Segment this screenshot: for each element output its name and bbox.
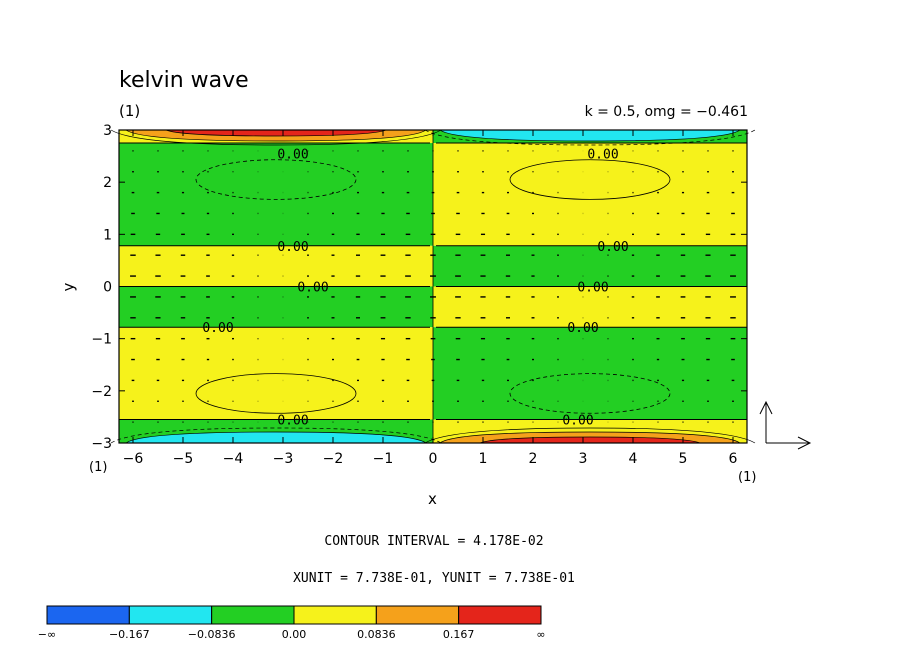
- colorbar-label-1: −0.167: [109, 628, 150, 641]
- contour-interval-text: CONTOUR INTERVAL = 4.178E-02: [324, 534, 544, 549]
- inner-contour-2: [195, 373, 357, 414]
- colorbar-label-4: 0.0836: [357, 628, 396, 641]
- x-tick-label-3: −3: [273, 451, 294, 467]
- colorbar-cell-1: [128, 605, 213, 625]
- edge-contour-3: [424, 427, 756, 444]
- y-tick-label-5: 2: [103, 175, 112, 191]
- unit-text: XUNIT = 7.738E-01, YUNIT = 7.738E-01: [293, 571, 575, 586]
- colorbar-cell-3: [293, 605, 377, 625]
- x-tick-label-11: 5: [679, 451, 688, 467]
- x-tick-label-4: −2: [323, 451, 344, 467]
- colorbar-cell-0: [46, 605, 130, 625]
- y-tick-label-1: −2: [91, 384, 112, 400]
- contour-label-9: 0.00: [562, 414, 593, 429]
- edge-peak-1-0: [438, 129, 742, 142]
- inner-contour-3: [509, 373, 671, 414]
- edge-peak-3-1: [479, 436, 701, 444]
- contour-label-7: 0.00: [567, 321, 598, 336]
- band-left-1: [119, 143, 433, 246]
- colorbar-cell-2: [211, 605, 295, 625]
- colorbar-label-0: −∞: [38, 628, 56, 641]
- contour-label-4: 0.00: [297, 281, 328, 296]
- y-tick-label-2: −1: [91, 332, 112, 348]
- colorbar-label-3: 0.00: [282, 628, 307, 641]
- chart-title: kelvin wave: [119, 68, 249, 93]
- contour-label-3: 0.00: [597, 240, 628, 255]
- edge-peak-0-1: [165, 129, 387, 137]
- x-tick-label-6: 0: [429, 451, 438, 467]
- y-tick-label-4: 1: [103, 227, 112, 243]
- y-tick-label-3: 0: [103, 280, 112, 296]
- edge-peak-2-0: [124, 431, 428, 444]
- y-tick-label-6: 3: [103, 123, 112, 139]
- colorbar-label-6: ∞: [536, 628, 545, 641]
- contour-label-5: 0.00: [577, 281, 608, 296]
- chart-subtitle: (1): [119, 102, 141, 120]
- band-right-4: [433, 327, 747, 420]
- x-tick-label-0: −6: [123, 451, 144, 467]
- x-tick-label-1: −5: [173, 451, 194, 467]
- contour-label-8: 0.00: [277, 414, 308, 429]
- contour-label-0: 0.00: [277, 147, 308, 162]
- contour-label-1: 0.00: [587, 147, 618, 162]
- band-left-2: [119, 245, 433, 287]
- band-right-1: [433, 143, 747, 246]
- colorbar-cell-5: [458, 605, 542, 625]
- ref-vector-right-head: [797, 436, 812, 450]
- colorbar-label-5: 0.167: [443, 628, 475, 641]
- x-scale-right: (1): [738, 470, 757, 485]
- x-tick-label-12: 6: [729, 451, 738, 467]
- y-tick-label-0: −3: [91, 436, 112, 452]
- band-right-2: [433, 245, 747, 287]
- x-tick-label-5: −1: [373, 451, 394, 467]
- chart-params: k = 0.5, omg = −0.461: [584, 104, 748, 120]
- band-left-3: [119, 286, 433, 328]
- x-tick-label-7: 1: [479, 451, 488, 467]
- x-tick-label-2: −4: [223, 451, 244, 467]
- ref-vector-up-head: [759, 400, 773, 415]
- contour-label-2: 0.00: [277, 240, 308, 255]
- inner-contour-1: [509, 159, 671, 200]
- x-tick-label-10: 4: [629, 451, 638, 467]
- colorbar-cell-4: [375, 605, 460, 625]
- inner-contour-0: [195, 159, 357, 200]
- x-tick-label-8: 2: [529, 451, 538, 467]
- x-axis-label: x: [428, 490, 437, 508]
- edge-contour-0: [110, 129, 442, 146]
- colorbar-label-2: −0.0836: [188, 628, 236, 641]
- band-right-3: [433, 286, 747, 328]
- x-tick-label-9: 3: [579, 451, 588, 467]
- y-axis-label: y: [59, 282, 78, 292]
- x-scale-left: (1): [89, 460, 108, 475]
- contour-label-6: 0.00: [202, 321, 233, 336]
